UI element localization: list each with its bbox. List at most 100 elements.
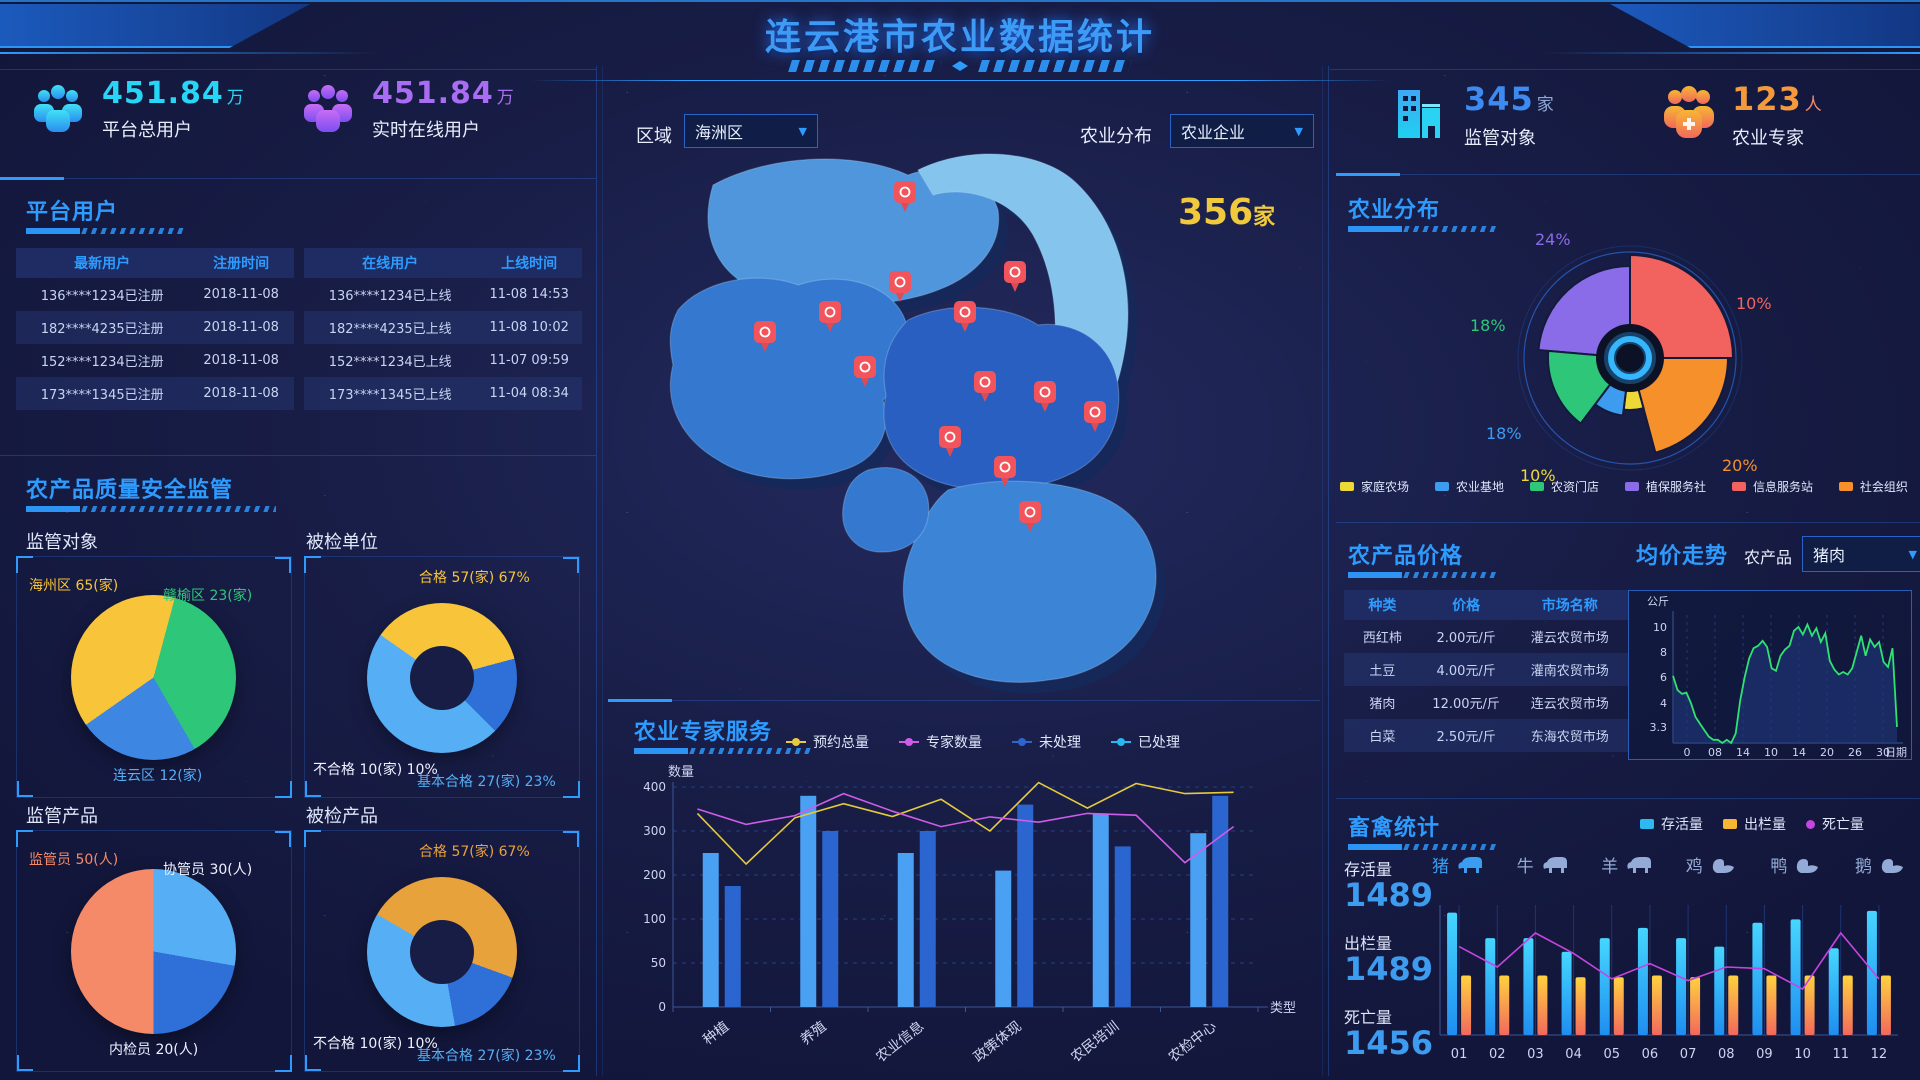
bar[interactable]	[1485, 938, 1496, 1035]
legend-item[interactable]: 预约总量	[786, 732, 869, 752]
svg-text:200: 200	[643, 868, 666, 882]
bar[interactable]	[1561, 951, 1572, 1035]
bar[interactable]	[1190, 833, 1207, 1007]
legend-item[interactable]: 农资门店	[1529, 478, 1599, 495]
animal-tab-sheep[interactable]: 羊	[1601, 852, 1654, 877]
map-pin[interactable]	[754, 321, 776, 352]
bar[interactable]	[1092, 813, 1109, 1007]
divider	[0, 177, 596, 180]
animal-tab-cow[interactable]: 牛	[1517, 852, 1570, 877]
bar[interactable]	[1212, 795, 1229, 1007]
legend-item[interactable]: 家庭农场	[1340, 478, 1409, 495]
svg-text:300: 300	[643, 824, 666, 838]
bar[interactable]	[1017, 804, 1034, 1007]
bar[interactable]	[1114, 846, 1131, 1007]
animal-tab-chicken[interactable]: 鸡	[1686, 852, 1739, 877]
legend-item[interactable]: 农业基地	[1434, 478, 1504, 495]
product-select[interactable]: 猪肉 ▼	[1802, 536, 1920, 572]
table-cell: 2.50元/斤	[1436, 730, 1496, 745]
table-cell: 173****1345已上线	[328, 388, 452, 403]
donut-chart[interactable]	[367, 877, 517, 1027]
map-pin[interactable]	[954, 301, 976, 332]
bar[interactable]	[1499, 975, 1510, 1036]
rose-percent-label: 20%	[1722, 456, 1758, 475]
pie-chart[interactable]	[71, 869, 236, 1034]
rose-slice[interactable]	[1628, 357, 1730, 454]
bar[interactable]	[919, 831, 936, 1007]
bar[interactable]	[1866, 910, 1877, 1035]
map-pin[interactable]	[1034, 381, 1056, 412]
bar[interactable]	[1766, 975, 1777, 1036]
bar[interactable]	[1676, 938, 1687, 1035]
map-pin[interactable]	[1084, 401, 1106, 432]
bar[interactable]	[702, 853, 719, 1007]
bar[interactable]	[1651, 975, 1662, 1036]
legend-item[interactable]: 未处理	[1012, 732, 1081, 752]
map-pin[interactable]	[1004, 261, 1026, 292]
bar[interactable]	[1790, 919, 1801, 1035]
legend-item[interactable]: 社会组织	[1838, 478, 1908, 495]
bar[interactable]	[1461, 975, 1472, 1036]
bar[interactable]	[1828, 948, 1839, 1035]
map-pin[interactable]	[894, 181, 916, 212]
bar[interactable]	[1714, 946, 1725, 1035]
legend-item[interactable]: 死亡量	[1806, 814, 1864, 834]
rose-slice[interactable]	[1629, 253, 1735, 359]
pie-chart[interactable]	[71, 595, 236, 760]
table-cell: 2018-11-08	[203, 320, 279, 335]
legend-item[interactable]: 植保服务社	[1624, 478, 1706, 495]
svg-text:养殖: 养殖	[797, 1018, 830, 1049]
bar[interactable]	[1447, 912, 1458, 1035]
header-top-line	[0, 0, 1920, 2]
chart-title-inspected-products: 被检产品	[306, 806, 378, 827]
bar[interactable]	[1728, 975, 1739, 1036]
map-pin[interactable]	[939, 426, 961, 457]
svg-text:农业信息: 农业信息	[873, 1018, 928, 1066]
bar[interactable]	[1804, 975, 1815, 1036]
bar[interactable]	[800, 795, 817, 1007]
animal-tab-duck[interactable]: 鸭	[1770, 852, 1823, 877]
legend-item[interactable]: 出栏量	[1723, 814, 1786, 834]
animal-tab-goose[interactable]: 鹅	[1855, 852, 1908, 877]
legend-item[interactable]: 已处理	[1111, 732, 1180, 752]
legend-item[interactable]: 存活量	[1640, 814, 1703, 834]
legend-item[interactable]: 信息服务站	[1731, 478, 1813, 495]
map-pin[interactable]	[819, 301, 841, 332]
bar[interactable]	[995, 870, 1012, 1007]
bar[interactable]	[1637, 927, 1648, 1035]
region-map[interactable]	[618, 140, 1318, 700]
distribution-rose-chart[interactable]: 24% 10% 20% 10% 18% 18%	[1460, 228, 1840, 496]
bar[interactable]	[1537, 975, 1548, 1036]
bar[interactable]	[1523, 938, 1534, 1035]
animal-tab-pig[interactable]: 猪	[1432, 852, 1485, 877]
map-pin[interactable]	[889, 271, 911, 302]
regulated-count-stat: 345 家	[1464, 80, 1555, 118]
map-pin[interactable]	[994, 456, 1016, 487]
svg-text:类型: 类型	[1270, 1001, 1296, 1016]
legend-item[interactable]: 专家数量	[899, 732, 982, 752]
section-title-trend: 均价走势	[1636, 544, 1729, 569]
donut-chart[interactable]	[367, 603, 517, 753]
map-pin[interactable]	[974, 371, 996, 402]
column-header: 上线时间	[501, 256, 558, 272]
bar[interactable]	[1613, 977, 1624, 1035]
livestock-chart[interactable]: 01 02 03 04 05 06 07 08 09 10 11 12	[1428, 900, 1910, 1072]
bar[interactable]	[1690, 977, 1701, 1035]
bar[interactable]	[1752, 922, 1763, 1035]
bar[interactable]	[897, 853, 914, 1007]
cow-icon	[1543, 856, 1567, 873]
bar[interactable]	[724, 886, 741, 1007]
bar[interactable]	[1880, 975, 1891, 1036]
bar[interactable]	[1575, 977, 1586, 1035]
distribution-select[interactable]: 农业企业 ▼	[1170, 114, 1314, 148]
table-row: 152****1234已上线 11-07 09:59	[304, 344, 582, 377]
map-pin[interactable]	[1019, 501, 1041, 532]
bar[interactable]	[1599, 938, 1610, 1035]
table-cell: 152****1234已上线	[328, 355, 452, 370]
map-pin[interactable]	[854, 356, 876, 387]
region-select[interactable]: 海洲区 ▼	[684, 114, 818, 148]
bar[interactable]	[1842, 975, 1853, 1036]
bar[interactable]	[822, 831, 839, 1007]
